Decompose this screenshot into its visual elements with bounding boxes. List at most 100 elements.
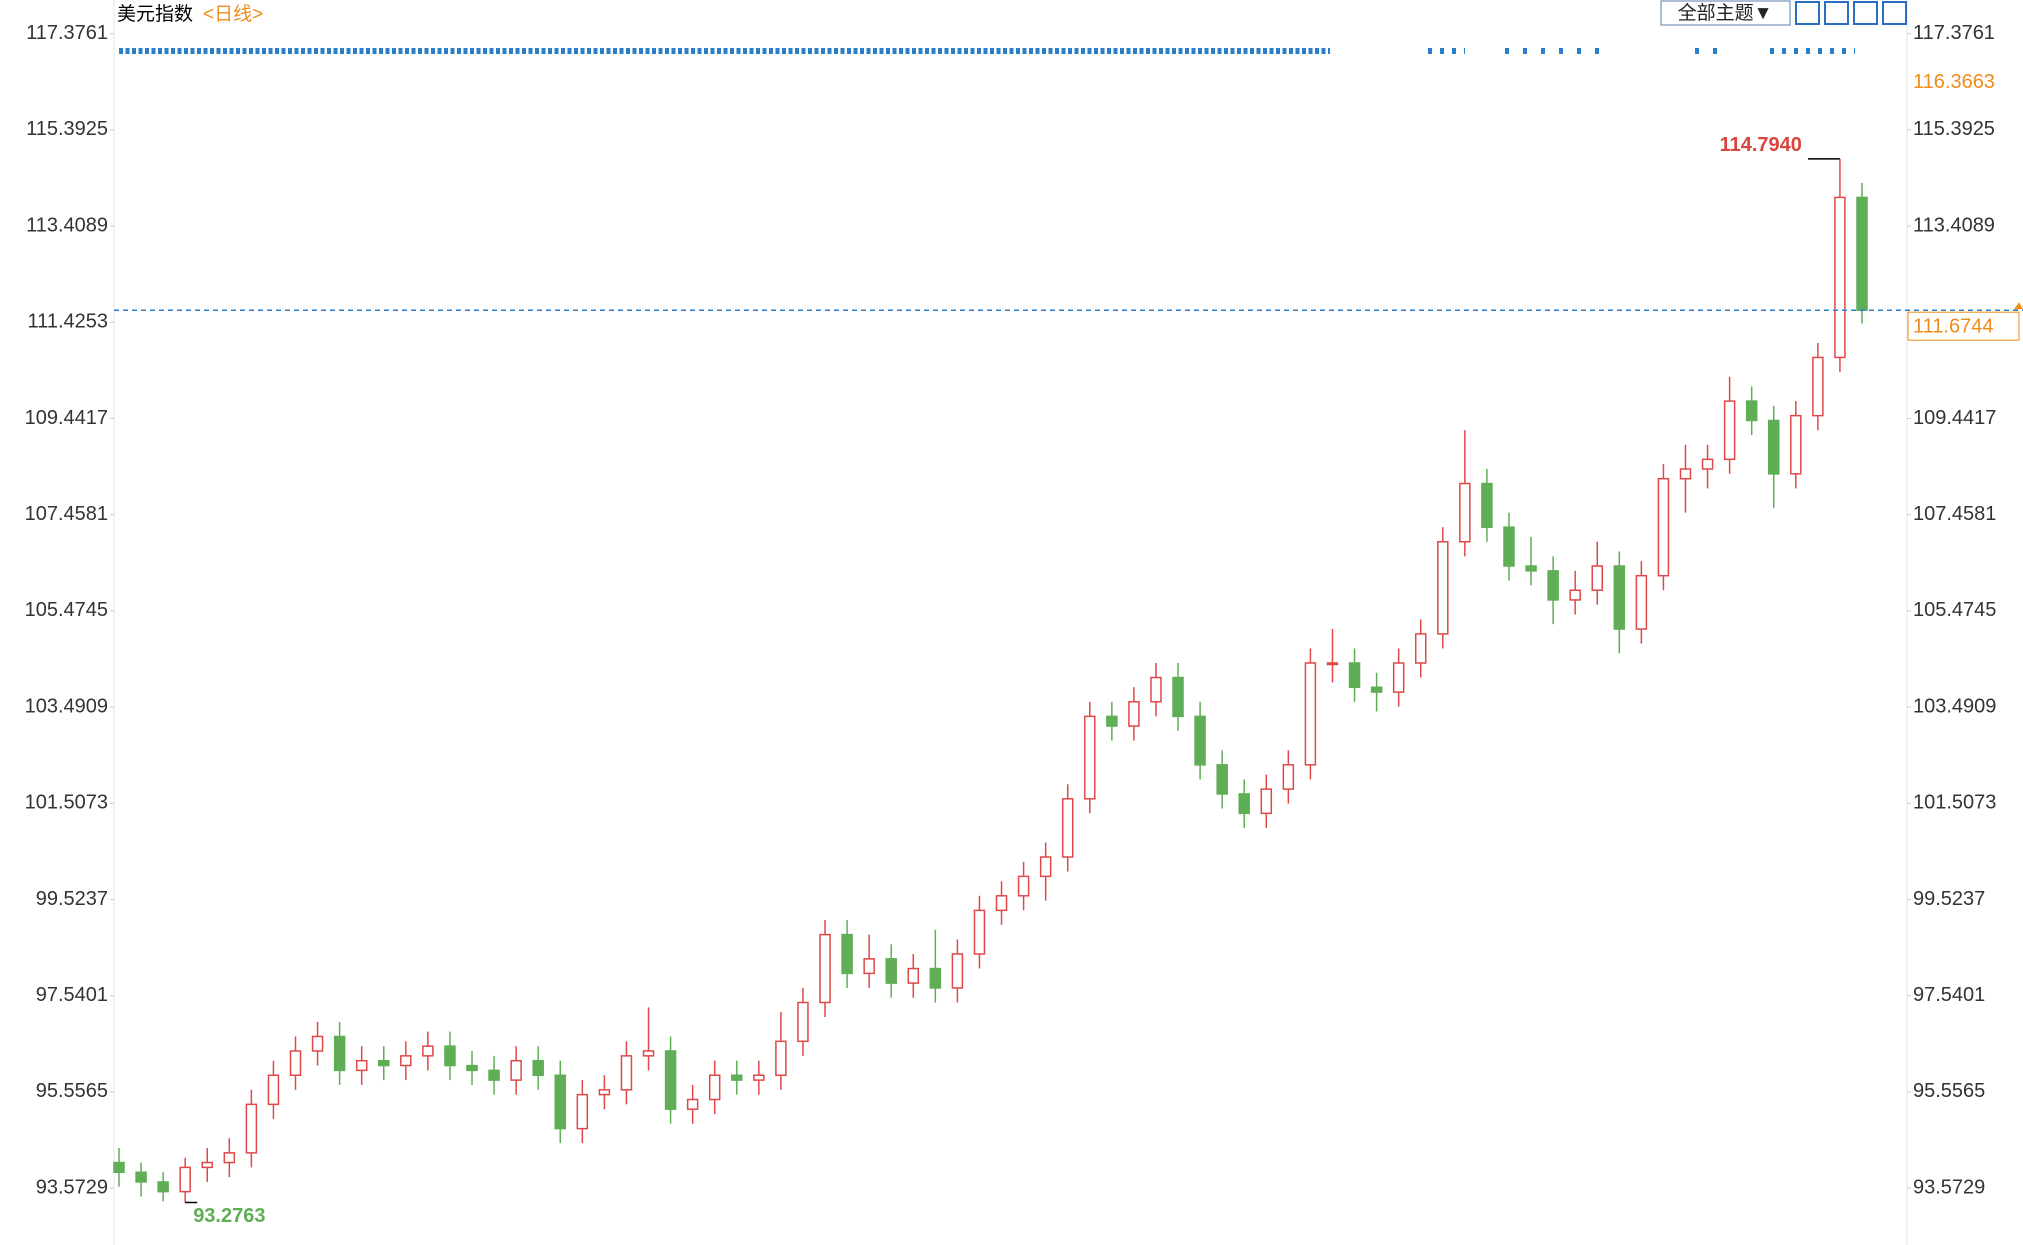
- y-tick-label-right: 105.4745: [1913, 599, 1996, 621]
- theme-button-label[interactable]: 全部主题▼: [1678, 2, 1773, 24]
- candle-body: [885, 958, 897, 984]
- candle-body: [488, 1069, 500, 1081]
- candle-body: [1679, 468, 1692, 480]
- icon[interactable]: [1824, 1, 1849, 25]
- candle-body: [1503, 526, 1515, 567]
- high-annotation: 114.7940: [1720, 134, 1802, 156]
- candle-body: [1525, 565, 1537, 572]
- candle-body: [179, 1166, 191, 1193]
- candle-body: [1017, 875, 1030, 897]
- candle-body: [753, 1074, 765, 1081]
- y-tick-label-right: 101.5073: [1913, 792, 1996, 814]
- candle-body: [1061, 798, 1074, 858]
- candle-body: [1723, 400, 1736, 461]
- y-tick-label: 99.5237: [36, 888, 108, 910]
- icon[interactable]: [1795, 1, 1820, 25]
- candle-body: [819, 933, 831, 1004]
- y-tick-label-right: 113.4089: [1913, 214, 1995, 236]
- candle-body: [1856, 196, 1868, 311]
- candle-body: [422, 1045, 434, 1057]
- y-tick-label-right: 99.5237: [1913, 888, 1985, 910]
- candle-body: [113, 1161, 125, 1173]
- candle-body: [1304, 662, 1317, 766]
- y-tick-label: 105.4745: [25, 599, 108, 621]
- candle-body: [1745, 400, 1758, 422]
- candle-body: [664, 1050, 677, 1110]
- candle-body: [1106, 715, 1118, 727]
- candle-body: [1348, 662, 1361, 688]
- candle-body: [1481, 482, 1493, 528]
- y-tick-label-right: 97.5401: [1913, 984, 1985, 1006]
- candle-body: [973, 909, 986, 955]
- candle-body: [1657, 477, 1670, 577]
- candle-body: [951, 953, 964, 989]
- candle-body: [1172, 676, 1184, 718]
- candle-body: [1635, 574, 1648, 630]
- candle-body: [598, 1089, 611, 1096]
- candle-body: [289, 1050, 302, 1076]
- y-tick-label-right: 95.5565: [1913, 1080, 1985, 1102]
- candle-body: [1370, 686, 1383, 693]
- candle-body: [620, 1055, 633, 1091]
- candle-body: [1128, 701, 1140, 727]
- icon[interactable]: [1882, 1, 1907, 25]
- candle-body: [686, 1098, 699, 1110]
- y-tick-label: 117.3761: [26, 22, 108, 44]
- candle-body: [245, 1103, 258, 1154]
- candle-body: [267, 1074, 280, 1106]
- candle-body: [1194, 715, 1206, 766]
- y-tick-label: 101.5073: [25, 792, 108, 814]
- candle-body: [1437, 540, 1449, 635]
- y-tick-label: 115.3925: [26, 118, 108, 140]
- last-price-arrow: [2014, 302, 2023, 310]
- y-tick-label-right: 93.5729: [1913, 1176, 1985, 1198]
- last-price-label: 111.6744: [1913, 315, 1993, 337]
- period-label: <日线>: [203, 3, 263, 25]
- candle-body: [444, 1045, 456, 1067]
- candle-body: [576, 1093, 589, 1130]
- candle-body: [466, 1064, 478, 1072]
- candle-body: [355, 1059, 368, 1072]
- candle-body: [1216, 764, 1228, 795]
- y-tick-label-right: 117.3761: [1913, 22, 1995, 44]
- candle-body: [400, 1055, 412, 1067]
- y-tick-label: 93.5729: [36, 1176, 108, 1198]
- candle-body: [797, 1001, 809, 1043]
- candle-body: [157, 1181, 169, 1193]
- candle-body: [532, 1059, 544, 1076]
- candle-body: [1084, 715, 1096, 800]
- toolbar-icons: [1795, 1, 1907, 25]
- y-tick-label: 95.5565: [36, 1080, 108, 1102]
- candle-body: [201, 1161, 214, 1169]
- y-tick-label-right: 103.4909: [1913, 695, 1996, 717]
- theme-button[interactable]: [1660, 0, 1791, 26]
- marker-value: 116.3663: [1913, 71, 1995, 93]
- candle-body: [1392, 662, 1405, 693]
- candle-body: [1767, 419, 1780, 475]
- candle-body: [995, 895, 1008, 912]
- candle-body: [929, 967, 942, 989]
- candle-body: [1613, 565, 1626, 630]
- low-annotation: 93.2763: [193, 1205, 265, 1227]
- candle-body: [1039, 856, 1052, 878]
- candle-body: [1414, 633, 1427, 664]
- candle-body: [841, 933, 853, 975]
- candle-body: [135, 1171, 147, 1183]
- candle-body: [378, 1059, 390, 1067]
- candle-body: [311, 1035, 324, 1052]
- candle-body: [731, 1074, 743, 1081]
- y-tick-label: 109.4417: [25, 407, 108, 429]
- candle-body: [1459, 482, 1471, 543]
- candle-body: [775, 1040, 787, 1076]
- candle-body: [1591, 565, 1603, 591]
- candle-body: [907, 967, 920, 984]
- icon[interactable]: [1853, 1, 1878, 25]
- candle-body: [1569, 589, 1581, 601]
- y-tick-label: 111.4253: [28, 311, 108, 333]
- y-tick-label-right: 107.4581: [1913, 503, 1996, 525]
- candle-body: [1282, 764, 1295, 790]
- y-tick-label: 113.4089: [26, 214, 108, 236]
- candle-body: [333, 1035, 346, 1072]
